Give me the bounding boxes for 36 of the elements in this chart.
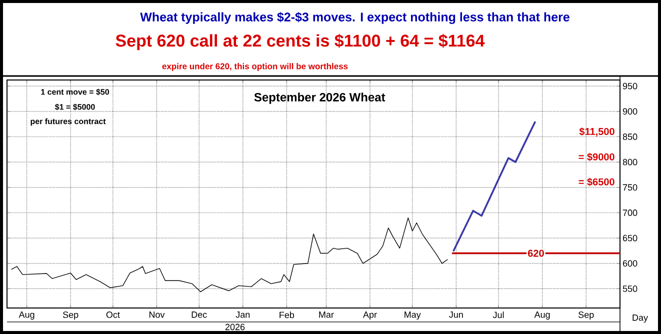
annotation: $1 = $5000 [54, 104, 95, 110]
x-tick-label: Nov [149, 312, 165, 318]
y-tick-label: 750 [622, 184, 638, 191]
y-tick-label: 950 [622, 82, 638, 90]
x-tick-label: Mar [319, 312, 334, 318]
annotation: = $9000 [578, 152, 614, 162]
x-tick-label: Aug [534, 312, 550, 320]
y-tick-label: 850 [622, 134, 638, 140]
text: 2026 [225, 324, 245, 330]
x-tick-label: Apr [363, 312, 377, 320]
annotation: 1 cent move = $50 [41, 88, 110, 96]
x-tick-label: Sep [578, 312, 594, 320]
x-tick-label: May [404, 312, 421, 320]
y-tick-label: 900 [622, 108, 638, 115]
y-tick-label: 650 [622, 234, 638, 242]
x-tick-label: Aug [18, 312, 34, 320]
annotation: = $6500 [578, 178, 614, 186]
y-tick-label: 550 [622, 286, 638, 292]
series-label: 620 [528, 250, 544, 257]
text: Wheat typically makes $2-$3 moves. I expect nothing less than that here [140, 12, 570, 24]
x-tick-label: Feb [280, 312, 294, 318]
x-tick-label: Sep [62, 312, 78, 320]
x-tick-label: Dec [192, 312, 207, 318]
x-tick-label: Jun [449, 312, 463, 318]
x-tick-label: Oct [106, 312, 120, 318]
y-tick-label: 700 [622, 210, 638, 216]
text: expire under 620, this option will be worthless [162, 63, 348, 71]
text: Sept 620 call at 22 cents is $1100 + 64 = $1164 [116, 34, 485, 50]
y-tick-label: 800 [622, 158, 638, 166]
x-tick-label: Jan [236, 312, 250, 318]
annotation: per futures contract [30, 118, 106, 126]
x-tick-label: Jul [492, 312, 504, 318]
y-tick-label: 600 [622, 260, 638, 267]
text: September 2026 Wheat [254, 92, 386, 104]
annotation: $11,500 [579, 128, 614, 136]
x-axis-title: Day [632, 314, 648, 323]
